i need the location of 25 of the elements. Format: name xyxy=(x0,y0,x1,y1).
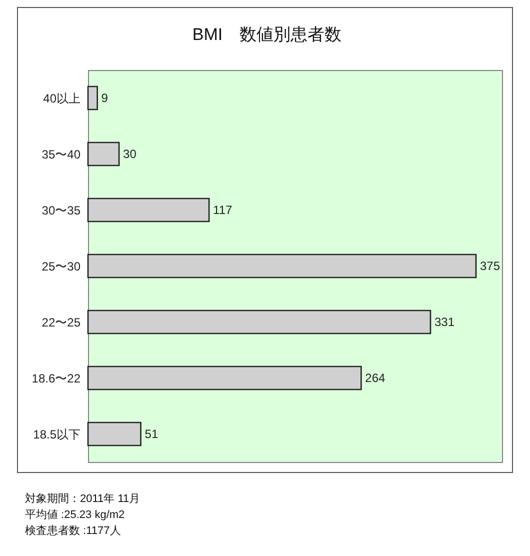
data-label: 375 xyxy=(480,259,500,273)
bar xyxy=(87,310,432,334)
text: 平均値 :25.23 kg/m2 xyxy=(25,508,126,523)
text: 検査患者数 :1177人 xyxy=(25,524,122,539)
y-tick-label: 22〜25 xyxy=(42,316,81,330)
chart-title: BMI 数値別患者数 xyxy=(192,25,342,44)
data-label: 30 xyxy=(123,147,137,161)
y-tick-label: 30〜35 xyxy=(42,204,81,218)
bar xyxy=(87,86,98,110)
data-label: 117 xyxy=(213,203,233,217)
text: 対象期間：2011年 11月 xyxy=(25,492,140,507)
data-label: 331 xyxy=(434,315,455,329)
y-tick-label: 18.6〜22 xyxy=(32,372,81,386)
data-label: 264 xyxy=(365,371,386,385)
bar xyxy=(87,254,477,278)
y-tick-label: 35〜40 xyxy=(42,148,81,162)
y-tick-label: 18.5以下 xyxy=(33,428,80,442)
data-label: 51 xyxy=(144,427,158,441)
data-label: 9 xyxy=(101,91,108,105)
bar xyxy=(87,422,142,446)
bar xyxy=(87,198,210,222)
bar xyxy=(87,366,362,390)
bar xyxy=(87,142,120,166)
y-tick-label: 40以上 xyxy=(43,92,80,106)
y-tick-label: 25〜30 xyxy=(42,260,81,274)
